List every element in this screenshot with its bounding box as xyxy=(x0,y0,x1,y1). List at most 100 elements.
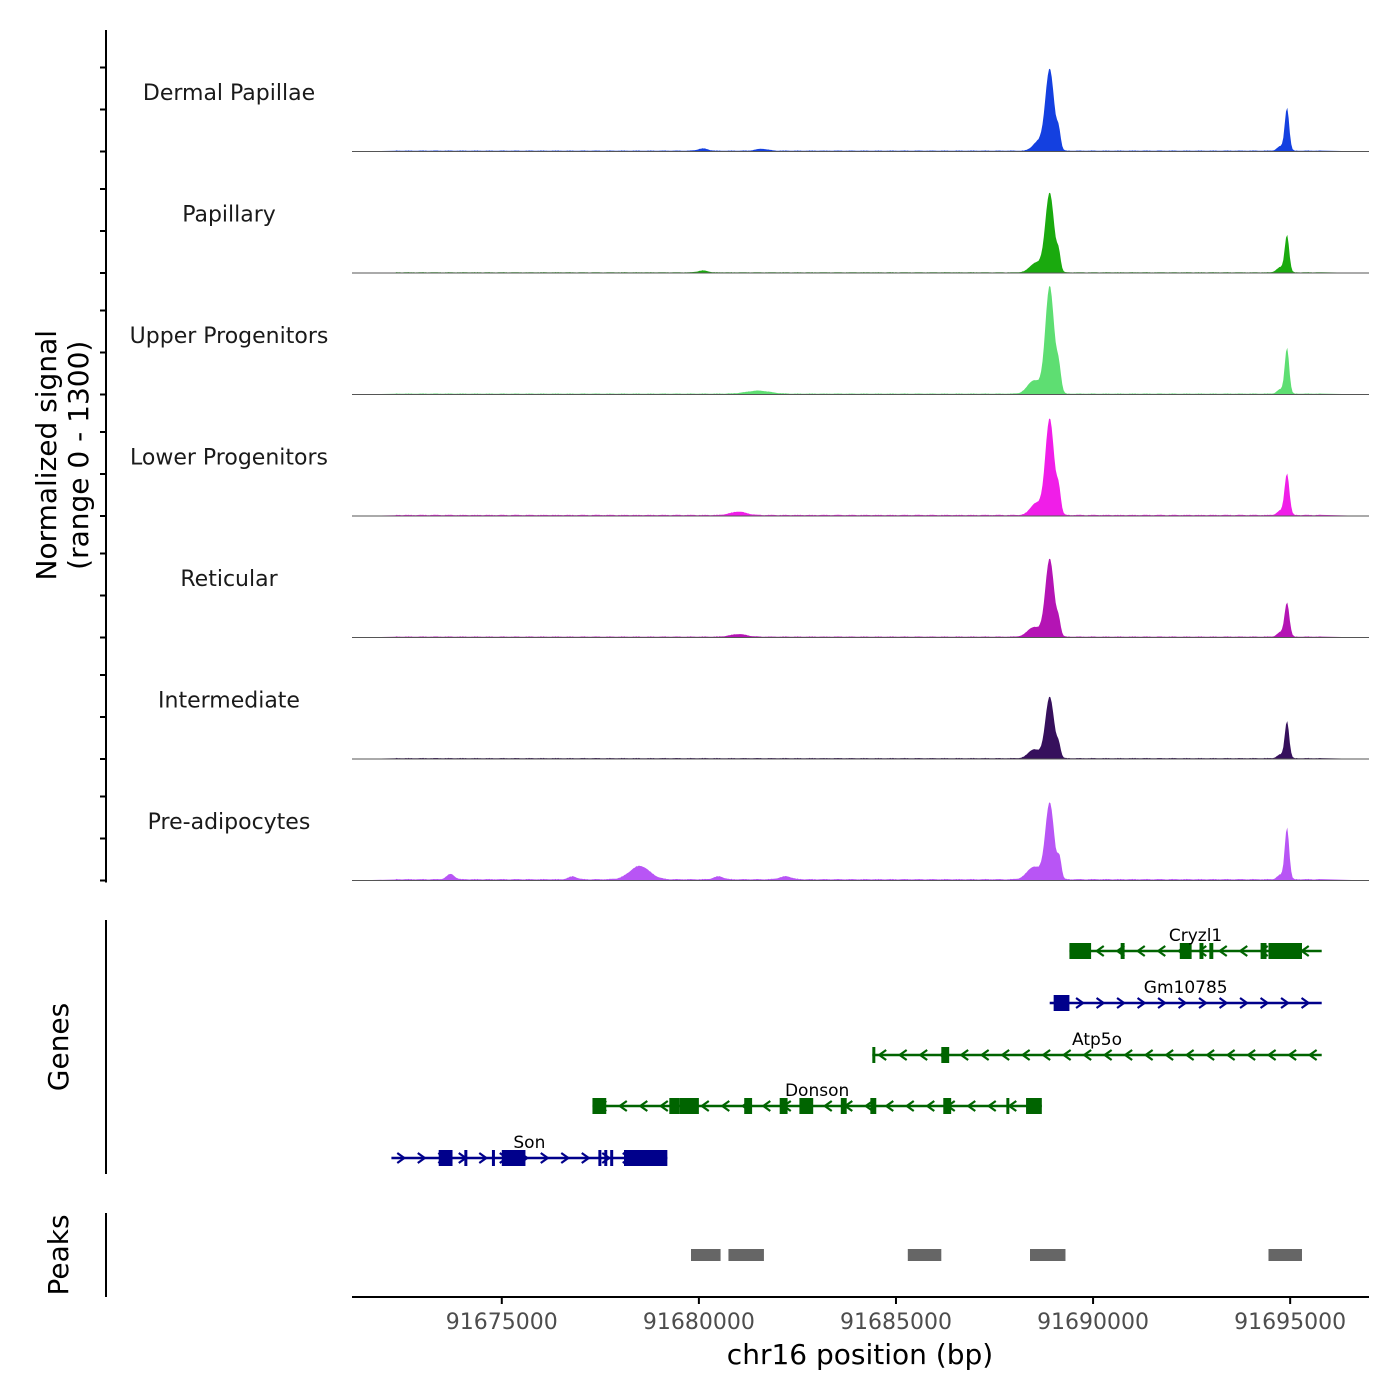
strand-arrow xyxy=(1075,997,1085,1009)
track-label: Intermediate xyxy=(158,689,300,714)
strand-arrow xyxy=(1041,1049,1051,1061)
coverage-track: Papillary xyxy=(182,192,1369,274)
strand-arrow xyxy=(1164,1049,1174,1061)
exon xyxy=(799,1098,814,1114)
strand-arrow xyxy=(904,1100,915,1112)
gene-model: Cryzl1 xyxy=(1069,926,1322,959)
strand-arrow xyxy=(699,1100,710,1112)
gene-label: Cryzl1 xyxy=(1169,926,1222,946)
exon xyxy=(491,1150,495,1166)
coverage-track: Dermal Papillae xyxy=(143,68,1369,152)
coverage-track: Lower Progenitors xyxy=(130,418,1369,517)
coverage-y-axis-label-line: (range 0 - 1300) xyxy=(62,341,95,570)
strand-arrow xyxy=(761,1100,771,1112)
exon xyxy=(669,1098,680,1114)
strand-arrow xyxy=(720,1100,730,1112)
exon xyxy=(438,1150,453,1166)
strand-arrow xyxy=(1287,1049,1297,1061)
track-label: Reticular xyxy=(180,567,278,592)
x-axis-title: chr16 position (bp) xyxy=(727,1338,993,1371)
x-tick-label: 91675000 xyxy=(446,1310,558,1335)
strand-arrow xyxy=(979,1049,990,1061)
exon xyxy=(872,1047,876,1063)
exon xyxy=(1053,995,1070,1011)
strand-arrow xyxy=(581,1152,591,1164)
strand-arrow xyxy=(1205,1049,1215,1061)
strand-arrow xyxy=(1157,997,1167,1009)
strand-arrow xyxy=(1020,1049,1031,1061)
exon xyxy=(1179,943,1192,959)
strand-arrow xyxy=(638,1100,648,1112)
strand-arrow xyxy=(1156,945,1166,957)
strand-arrow xyxy=(1000,1049,1010,1061)
x-axis: 91675000 91680000 91685000 91690000 91695000 xyxy=(352,1296,1369,1335)
strand-arrow xyxy=(1082,1049,1092,1061)
exon xyxy=(943,1098,952,1114)
exon xyxy=(941,1047,950,1063)
x-tick-label: 91680000 xyxy=(643,1310,755,1335)
gene-label: Atp5o xyxy=(1072,1030,1122,1050)
track-label: Upper Progenitors xyxy=(130,324,329,349)
strand-arrow xyxy=(560,1152,571,1164)
strand-arrow xyxy=(1266,1049,1277,1061)
exon xyxy=(464,1150,468,1166)
strand-arrow xyxy=(877,1049,887,1061)
strand-arrow xyxy=(1184,1049,1195,1061)
gene-model: Son xyxy=(391,1133,668,1166)
peaks-panel xyxy=(105,1213,1302,1297)
strand-arrow xyxy=(1136,997,1147,1009)
track-label: Papillary xyxy=(182,203,276,228)
strand-arrow xyxy=(1280,997,1290,1009)
strand-arrow xyxy=(959,1049,969,1061)
strand-arrow xyxy=(396,1152,407,1164)
gene-model: Atp5o xyxy=(872,1030,1322,1063)
exon xyxy=(744,1098,753,1114)
strand-arrow xyxy=(1198,997,1208,1009)
strand-arrow xyxy=(1095,997,1106,1009)
exon xyxy=(501,1150,526,1166)
peak-region xyxy=(1030,1249,1066,1261)
strand-arrow xyxy=(1143,1049,1154,1061)
strand-arrow xyxy=(1197,945,1207,957)
exon xyxy=(1026,1098,1042,1114)
strand-arrow xyxy=(1225,1049,1236,1061)
exon xyxy=(623,1150,668,1166)
gene-label: Donson xyxy=(785,1081,849,1101)
track-label: Pre-adipocytes xyxy=(148,810,311,835)
exon xyxy=(1120,943,1125,959)
exon xyxy=(1260,943,1267,959)
track-label: Dermal Papillae xyxy=(143,81,315,106)
strand-arrow xyxy=(658,1100,669,1112)
exon xyxy=(1268,943,1302,959)
exon xyxy=(1209,943,1214,959)
x-tick-label: 91685000 xyxy=(840,1310,952,1335)
strand-arrow xyxy=(478,1152,489,1164)
track-label: Lower Progenitors xyxy=(130,446,328,471)
strand-arrow xyxy=(897,1049,908,1061)
coverage-panel: Dermal Papillae Papillary Upper Progenitor… xyxy=(100,30,1369,883)
strand-arrow xyxy=(1239,997,1249,1009)
exon xyxy=(840,1098,847,1114)
strand-arrow xyxy=(884,1100,894,1112)
exon xyxy=(1006,1098,1010,1114)
peak-region xyxy=(728,1249,764,1261)
exon xyxy=(679,1098,699,1114)
strand-arrow xyxy=(1218,997,1229,1009)
strand-arrow xyxy=(1102,1049,1113,1061)
strand-arrow xyxy=(1123,1049,1133,1061)
x-tick-label: 91690000 xyxy=(1037,1310,1149,1335)
strand-arrow xyxy=(966,1100,976,1112)
peaks-y-axis-label: Peaks xyxy=(42,1214,75,1295)
peak-region xyxy=(1268,1249,1302,1261)
x-tick-label: 91695000 xyxy=(1234,1310,1346,1335)
strand-arrow xyxy=(1238,945,1248,957)
peak-region xyxy=(691,1249,721,1261)
genes-panel: Cryzl1 Gm10785 Atp5o Donson Son xyxy=(105,920,1322,1174)
exon xyxy=(870,1098,877,1114)
coverage-track: Intermediate xyxy=(158,689,1369,760)
gene-model: Gm10785 xyxy=(1049,978,1322,1011)
coverage-track: Upper Progenitors xyxy=(130,286,1369,395)
strand-arrow xyxy=(1061,1049,1072,1061)
